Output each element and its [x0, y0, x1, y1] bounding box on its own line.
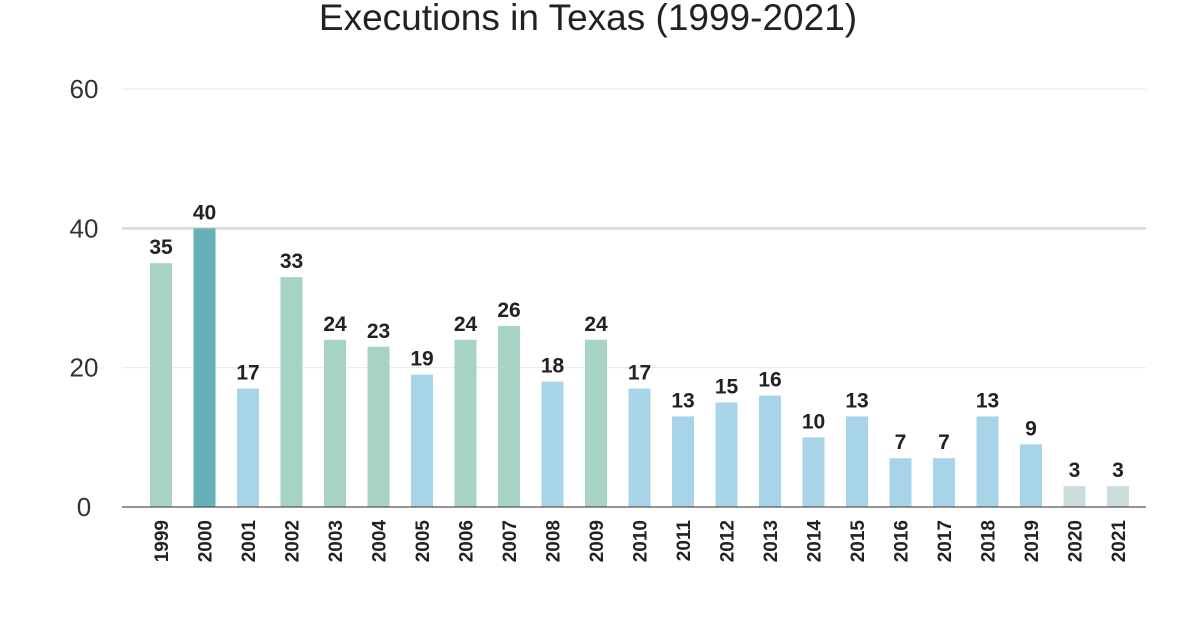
x-tick-label: 2014 — [805, 520, 826, 563]
x-tick-label: 2015 — [848, 520, 869, 563]
x-tick-label: 2019 — [1022, 520, 1043, 562]
data-label: 40 — [193, 201, 216, 224]
bar-2000 — [193, 228, 216, 508]
bar-2018 — [976, 416, 999, 507]
data-label: 24 — [454, 313, 478, 336]
bar-2008 — [541, 381, 564, 507]
x-tick-label: 2017 — [935, 520, 956, 562]
x-tick-label: 2020 — [1066, 520, 1087, 562]
data-label: 24 — [323, 313, 347, 336]
bar-1999 — [150, 263, 172, 507]
x-tick-label: 2004 — [370, 520, 391, 563]
data-label: 3 — [1112, 459, 1124, 482]
x-tick-label: 2018 — [979, 520, 1000, 562]
data-label: 17 — [628, 362, 651, 385]
data-label: 35 — [149, 236, 173, 259]
y-tick-label: 20 — [70, 353, 99, 383]
data-label: 13 — [671, 389, 694, 412]
bar-2002 — [280, 277, 303, 507]
bar-2021 — [1107, 486, 1129, 507]
bar-2019 — [1020, 444, 1042, 507]
x-tick-label: 2010 — [631, 520, 652, 562]
y-tick-label: 60 — [70, 74, 99, 104]
bar-2016 — [889, 458, 912, 507]
x-tick-label: 2001 — [239, 520, 260, 563]
bar-2009 — [585, 339, 607, 507]
bar-2013 — [759, 395, 781, 507]
x-tick-label: 2011 — [674, 520, 695, 562]
bar-2004 — [367, 346, 390, 507]
data-label: 10 — [802, 410, 825, 433]
data-label: 13 — [845, 389, 868, 412]
bar-2012 — [715, 402, 738, 507]
y-tick-label: 0 — [77, 492, 91, 522]
x-tick-label: 2008 — [544, 520, 565, 562]
data-label: 16 — [758, 369, 781, 392]
x-tick-label: 2013 — [761, 520, 782, 562]
data-label: 9 — [1025, 417, 1037, 440]
bar-2011 — [672, 416, 694, 507]
bar-2014 — [802, 437, 825, 507]
data-label: 3 — [1069, 459, 1081, 482]
data-label: 18 — [541, 355, 565, 378]
x-tick-label: 2009 — [587, 520, 608, 562]
data-label: 23 — [367, 320, 390, 343]
bar-2003 — [324, 339, 346, 507]
data-label: 7 — [938, 431, 950, 454]
bar-2015 — [846, 416, 868, 507]
x-tick-label: 2002 — [283, 520, 304, 562]
data-label: 24 — [584, 313, 608, 336]
x-tick-label: 2007 — [500, 520, 521, 562]
x-tick-label: 2012 — [718, 520, 739, 562]
data-label: 13 — [976, 389, 999, 412]
data-label: 17 — [236, 362, 259, 385]
data-label: 19 — [410, 348, 433, 371]
x-tick-label: 2005 — [413, 520, 434, 563]
bar-2006 — [454, 339, 477, 507]
x-tick-label: 2016 — [892, 520, 913, 562]
bar-2001 — [237, 388, 259, 507]
x-tick-label: 1999 — [152, 520, 173, 562]
data-label: 33 — [280, 250, 303, 273]
bar-2007 — [498, 325, 520, 507]
data-label: 26 — [497, 299, 520, 322]
x-tick-label: 2006 — [457, 520, 478, 562]
x-tick-label: 2021 — [1109, 520, 1130, 563]
x-tick-label: 2000 — [196, 520, 217, 562]
x-tick-label: 2003 — [326, 520, 347, 562]
bar-2010 — [628, 388, 651, 507]
bar-2020 — [1063, 486, 1086, 507]
bar-2005 — [411, 374, 433, 507]
data-label: 7 — [895, 431, 907, 454]
chart-title: Executions in Texas (1999-2021) — [319, 0, 857, 38]
data-label: 15 — [715, 376, 739, 399]
y-tick-label: 40 — [70, 213, 99, 243]
bar-2017 — [933, 458, 955, 507]
